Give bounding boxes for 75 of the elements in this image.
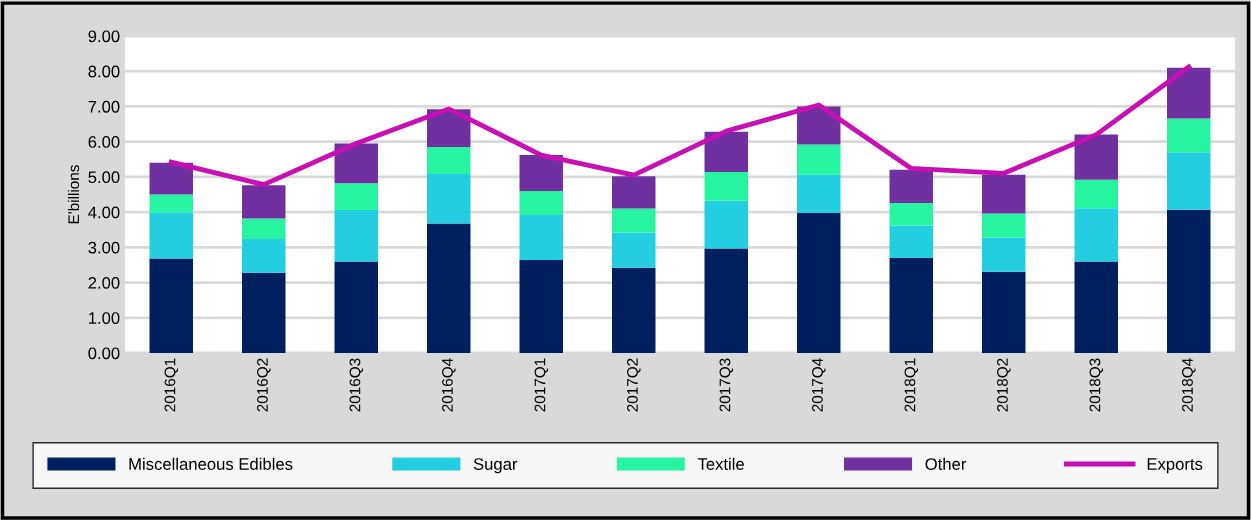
- bar: [242, 185, 286, 219]
- x-tick-label: 2016Q2: [257, 358, 271, 412]
- bar: [704, 131, 748, 172]
- bar: [704, 171, 748, 201]
- y-tick-label: 7.00: [88, 100, 120, 113]
- x-tick-label: 2018Q3: [1089, 358, 1104, 412]
- x-tick-label: 2017Q3: [719, 358, 734, 412]
- bar: [1074, 261, 1118, 353]
- bar: [612, 208, 656, 233]
- bar: [242, 238, 286, 273]
- bar: [519, 214, 563, 261]
- bar: [612, 232, 656, 268]
- bar: [427, 223, 471, 353]
- y-tick-label: 6.00: [88, 136, 120, 148]
- x-tick-label: 2016Q3: [349, 358, 364, 412]
- bar: [242, 272, 286, 353]
- x-tick-label: 2018Q2: [997, 358, 1011, 412]
- bar: [149, 212, 193, 259]
- x-tick-label: 2016Q1: [164, 358, 179, 412]
- bar: [612, 176, 656, 209]
- y-tick-label: 3.00: [88, 241, 120, 254]
- bar: [889, 202, 933, 226]
- bar: [334, 210, 378, 262]
- bar: [519, 155, 563, 191]
- legend-label: Other: [925, 457, 967, 470]
- y-tick-label: 5.00: [88, 171, 120, 184]
- legend-label: Exports: [1147, 458, 1203, 474]
- bar: [334, 261, 378, 353]
- bar: [982, 271, 1026, 353]
- legend-label: Textile: [697, 457, 744, 470]
- x-tick-label: 2017Q4: [812, 358, 826, 412]
- y-tick-label: 2.00: [88, 276, 120, 289]
- bar: [982, 237, 1026, 272]
- bar: [1074, 134, 1118, 180]
- bar: [797, 174, 841, 213]
- bar: [519, 260, 563, 353]
- bar: [982, 174, 1026, 214]
- bar: [427, 146, 471, 175]
- bar: [1074, 208, 1118, 262]
- bar: [982, 213, 1026, 238]
- bar: [797, 212, 841, 353]
- y-axis-title: E'billions: [67, 165, 80, 224]
- bar: [334, 183, 378, 210]
- bar: [1167, 118, 1211, 153]
- bar: [797, 144, 841, 175]
- bar: [427, 174, 471, 224]
- bar: [1167, 209, 1211, 353]
- bar: [704, 248, 748, 353]
- y-tick-label: 9.00: [88, 30, 120, 43]
- y-tick-label: 8.00: [88, 65, 120, 78]
- bar: [704, 200, 748, 249]
- bar: [1074, 179, 1118, 209]
- bar: [149, 194, 193, 213]
- y-tick-label: 4.00: [88, 206, 120, 219]
- bar: [1167, 67, 1211, 119]
- y-tick-label: 1.00: [88, 312, 120, 324]
- bar: [1167, 152, 1211, 210]
- x-tick-label: 2018Q4: [1182, 358, 1196, 412]
- x-tick-label: 2016Q4: [442, 358, 456, 412]
- bar: [519, 190, 563, 215]
- legend-label: Miscellaneous Edibles: [129, 457, 293, 470]
- bar: [889, 225, 933, 258]
- bar: [612, 267, 656, 353]
- y-tick-label: 0.00: [88, 347, 120, 360]
- line-series: [168, 64, 1192, 188]
- bar: [242, 218, 286, 239]
- bar: [889, 169, 933, 203]
- bar: [149, 162, 193, 195]
- bar: [149, 258, 193, 353]
- bar: [889, 257, 933, 353]
- x-tick-label: 2017Q2: [627, 358, 641, 412]
- x-tick-label: 2018Q1: [904, 358, 919, 412]
- bar: [334, 143, 378, 184]
- legend-label: Sugar: [473, 458, 518, 474]
- x-tick-label: 2017Q1: [534, 358, 549, 412]
